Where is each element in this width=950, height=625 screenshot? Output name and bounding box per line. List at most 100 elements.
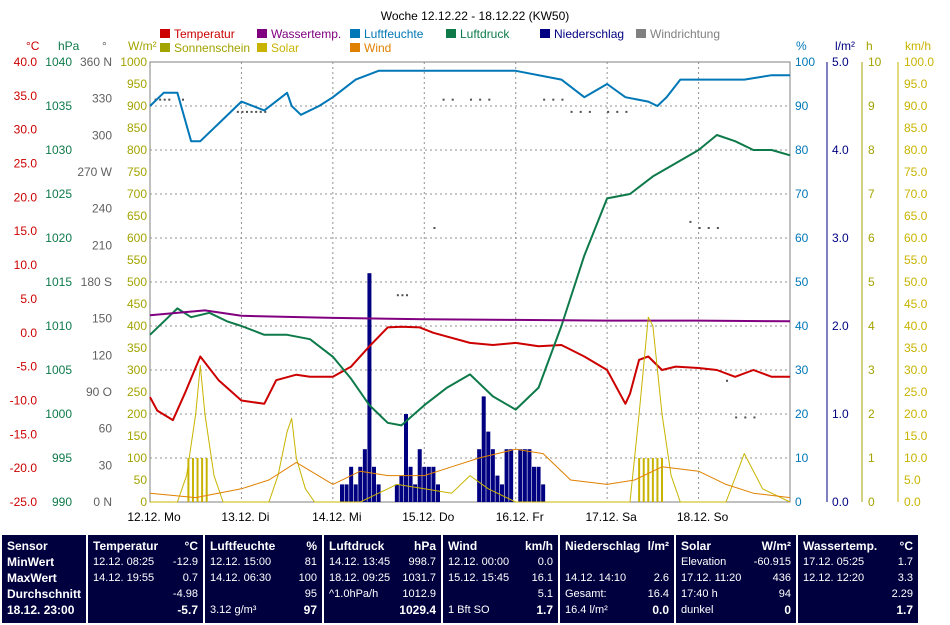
axis-tick-label: 55.0: [904, 253, 928, 267]
wind-direction-mark: [735, 416, 738, 419]
table-header: Wind km/h: [448, 539, 553, 553]
table-row: 1.7: [803, 603, 913, 617]
table-cell-label: 14.12. 19:55: [93, 572, 155, 584]
table-row: 16.4 l/m² 0.0: [565, 603, 669, 617]
wind-direction-mark: [406, 294, 408, 297]
wind-direction-mark: [246, 110, 248, 113]
axis-tick-label: 60: [99, 422, 113, 436]
axis-tick-label: 0 N: [93, 495, 112, 509]
axis-tick-label: 100.0: [904, 55, 934, 69]
axis-tick-label: 10.0: [14, 258, 38, 272]
series-line: [149, 325, 790, 422]
axis-tick-label: 450: [127, 297, 147, 311]
axis-tick-label: 3: [868, 363, 875, 377]
axis-tick-label: 0.0: [20, 326, 37, 340]
table-row: 12.12. 12:20 3.3: [803, 571, 913, 585]
axis-tick-label: 1: [868, 451, 875, 465]
axis-tick-label: 5.0: [20, 292, 37, 306]
axis-tick-label: 120: [92, 348, 112, 362]
weather-chart: Woche 12.12.22 - 18.12.22 (KW50) Temperat…: [10, 9, 935, 524]
precipitation-bar: [532, 466, 536, 502]
axis-tick-label: 75.0: [904, 165, 928, 179]
table-row: ^1.0hPa/h 1012.9: [329, 587, 436, 601]
table-cell-value: 1031.7: [402, 572, 436, 584]
table-cell-label: 12.12. 12:20: [803, 572, 865, 584]
legend-label: Windrichtung: [650, 27, 720, 41]
axis-tick-label: 0: [868, 495, 875, 509]
axis-tick-label: 50: [134, 473, 148, 487]
axis-tick-label: 5: [868, 275, 875, 289]
table-cell-value: 3.3: [897, 572, 913, 584]
table-row: 3.12 g/m³ 97: [210, 603, 317, 617]
table-cell-value: 1012.9: [402, 588, 436, 600]
precipitation-bar: [408, 466, 413, 502]
table-row: Gesamt: 16.4: [565, 587, 669, 601]
table-row: 12.12. 15:00 81: [210, 555, 317, 569]
column-header: Temperatur: [93, 539, 159, 553]
x-tick-label: 16.12. Fr: [496, 510, 544, 524]
x-tick-label: 15.12. Do: [402, 510, 454, 524]
axis-tick-label: 35.0: [14, 89, 38, 103]
precipitation-bar: [522, 449, 527, 502]
wind-direction-mark: [616, 110, 619, 113]
table-row: 5.1: [448, 587, 553, 601]
table-row: -5.7: [93, 603, 198, 617]
axis-tick-label: 2: [868, 407, 875, 421]
axis-tick-label: 550: [127, 253, 147, 267]
table-row: 15.12. 15:45 16.1: [448, 571, 553, 585]
legend-label: Solar: [271, 41, 299, 55]
table-cell-label: 18.12. 09:25: [329, 572, 391, 584]
table-cell-label: 12.12. 08:25: [93, 556, 155, 568]
axis-tick-label: 0.0: [904, 495, 921, 509]
table-cell-label: 12.12. 00:00: [448, 556, 510, 568]
table-cell-value: 95: [304, 588, 317, 600]
wind-direction-mark: [607, 110, 610, 113]
axis-unit: hPa: [58, 39, 80, 53]
table-cell-value: 1.7: [536, 603, 553, 617]
legend-swatch: [257, 43, 267, 52]
table-cell-value: 100: [298, 572, 317, 584]
axis-tick-label: 200: [127, 407, 147, 421]
precipitation-bar: [349, 466, 354, 502]
wind-direction-mark: [159, 98, 162, 101]
axis-tick-label: 50: [795, 275, 809, 289]
table-header: Temperatur °C: [93, 539, 198, 553]
wind-direction-mark: [698, 227, 701, 229]
axis-tick-label: 40.0: [904, 319, 928, 333]
axis-tick-label: 20: [795, 407, 809, 421]
precipitation-bar: [367, 273, 372, 502]
wind-direction-mark: [236, 110, 239, 113]
axis-tick-label: 330: [92, 92, 112, 106]
axis-tick-label: 5.0: [904, 473, 921, 487]
precipitation-bar: [527, 449, 532, 502]
row-label: 18.12. 23:00: [7, 603, 75, 617]
column-unit: hPa: [413, 539, 436, 553]
table-cell-label: ^1.0hPa/h: [329, 588, 379, 600]
axis-tick-label: 1035: [45, 99, 72, 113]
row-label: MaxWert: [7, 571, 57, 585]
wind-direction-mark: [451, 98, 454, 101]
axis-tick-label: 1040: [45, 55, 72, 69]
axis-tick-label: 0: [795, 495, 802, 509]
axis-tick-label: -5.0: [16, 360, 37, 374]
precipitation-bar: [404, 414, 408, 502]
table-cell-label: 14.12. 06:30: [210, 572, 272, 584]
table-cell-value: 2.6: [653, 572, 669, 584]
table-cell-value: 436: [772, 572, 791, 584]
table-cell-value: 2.29: [891, 588, 913, 600]
x-tick-label: 14.12. Mi: [312, 510, 361, 524]
legend-label: Luftfeuchte: [364, 27, 424, 41]
axis-tick-label: 20.0: [904, 407, 928, 421]
table-cell-label: 3.12 g/m³: [210, 604, 257, 616]
axis-tick-label: 30.0: [14, 123, 38, 137]
axis-tick-label: 850: [127, 121, 147, 135]
precipitation-bar: [340, 484, 344, 502]
axis-tick-label: 80.0: [904, 143, 928, 157]
wind-direction-mark: [250, 110, 253, 113]
wind-direction-mark: [561, 98, 564, 101]
axis-tick-label: 35.0: [904, 341, 928, 355]
axis-tick-label: -20.0: [10, 461, 38, 475]
series-line: [150, 316, 791, 503]
wind-direction-mark: [579, 110, 582, 113]
wind-direction-mark: [168, 98, 171, 101]
